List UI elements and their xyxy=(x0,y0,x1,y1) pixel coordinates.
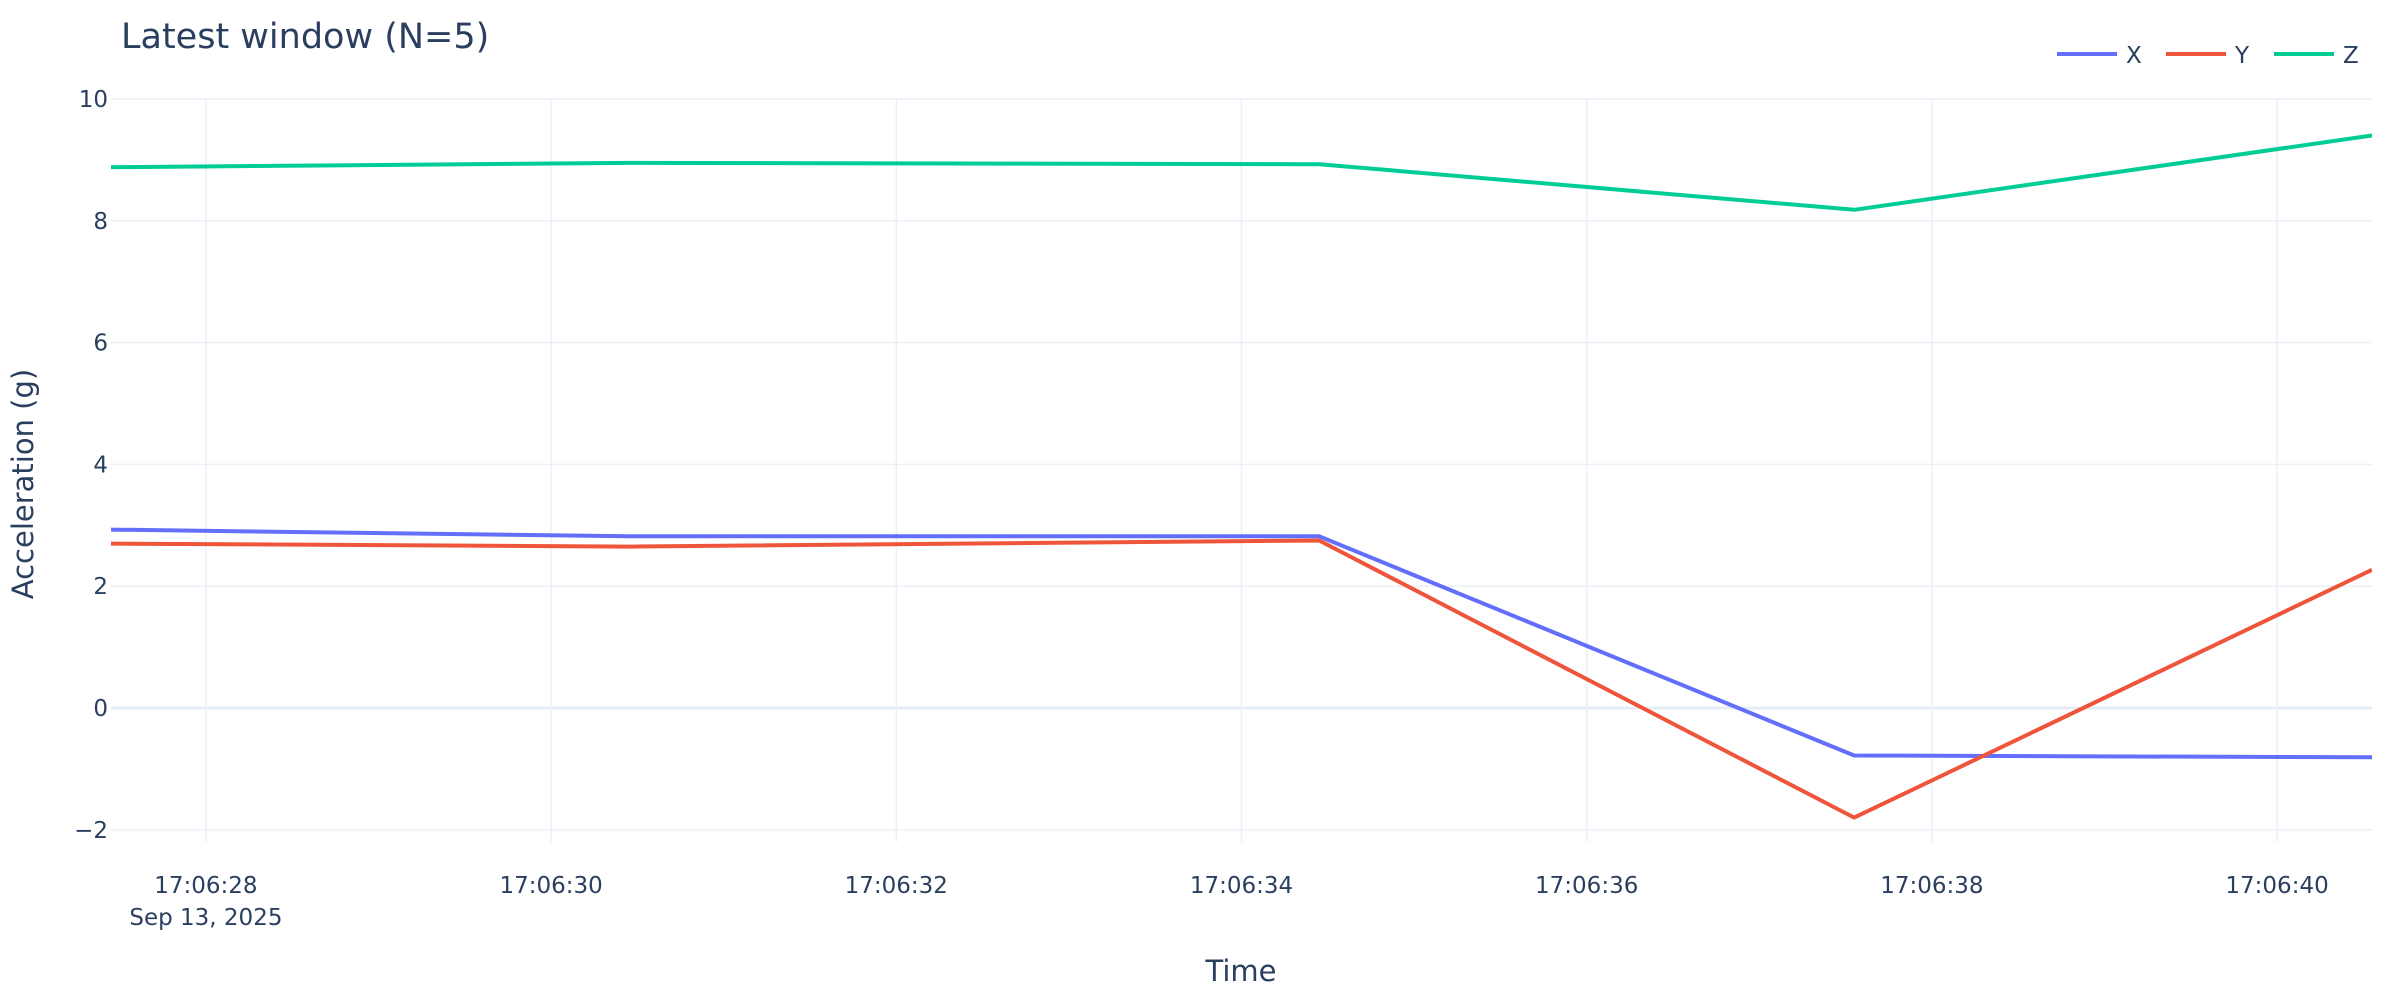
y-tick-label: 4 xyxy=(93,452,108,478)
x-tick-label: 17:06:34 xyxy=(1190,873,1293,899)
legend-label: X xyxy=(2126,43,2142,69)
x-tick-label: 17:06:28 xyxy=(154,873,257,899)
grid xyxy=(111,98,2372,842)
x-tick-label: 17:06:36 xyxy=(1535,873,1638,899)
y-tick-label: 10 xyxy=(79,87,108,113)
x-axis: 17:06:28 Sep 13, 2025 17:06:30 17:06:32 17:0… xyxy=(129,873,2328,931)
y-tick-label: 0 xyxy=(93,696,108,722)
y-tick-label: 2 xyxy=(93,574,108,600)
legend[interactable]: X Y Z xyxy=(2057,43,2359,69)
legend-item-y[interactable]: Y xyxy=(2166,43,2250,69)
plot-area xyxy=(111,133,2372,820)
x-tick-label: 17:06:40 xyxy=(2225,873,2328,899)
y-tick-label: 6 xyxy=(93,331,108,357)
x-tick-date: Sep 13, 2025 xyxy=(129,905,282,931)
x-tick-label: 17:06:32 xyxy=(845,873,948,899)
x-tick-label: 17:06:38 xyxy=(1880,873,1983,899)
legend-label: Z xyxy=(2343,43,2359,69)
x-axis-title: Time xyxy=(1205,954,1277,988)
legend-item-z[interactable]: Z xyxy=(2274,43,2359,69)
legend-label: Y xyxy=(2234,43,2250,69)
x-tick-label: 17:06:30 xyxy=(499,873,602,899)
y-axis-title: Acceleration (g) xyxy=(6,369,40,599)
legend-item-x[interactable]: X xyxy=(2057,43,2142,69)
series-line-z xyxy=(111,133,2372,212)
series-line-x xyxy=(111,527,2372,760)
chart-title: Latest window (N=5) xyxy=(121,17,489,57)
y-axis: −2 0 2 4 6 8 10 xyxy=(74,87,108,844)
y-tick-label: −2 xyxy=(74,818,108,844)
series-line-y xyxy=(111,538,2372,820)
y-tick-label: 8 xyxy=(93,209,108,235)
